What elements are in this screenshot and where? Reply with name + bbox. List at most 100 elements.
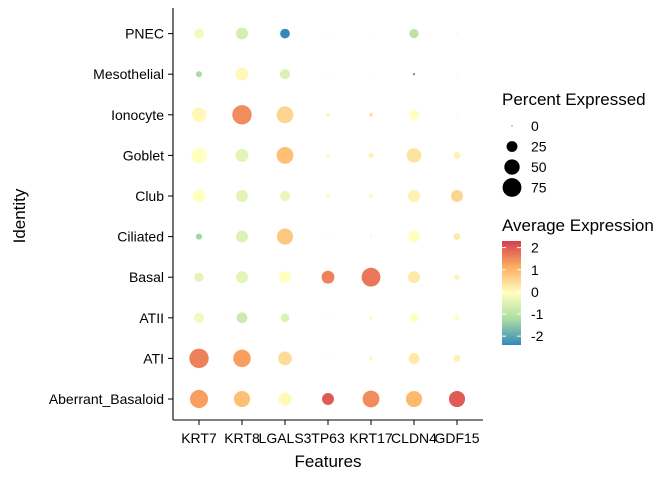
size-key-dot xyxy=(511,125,513,127)
dot-mesothelial-gdf15 xyxy=(456,73,458,75)
dot-atii-krt7 xyxy=(193,312,205,323)
dot-goblet-krt8 xyxy=(235,148,249,162)
dot-ciliated-tp63 xyxy=(327,236,329,238)
y-tick-label: ATII xyxy=(139,310,164,326)
dot-ciliated-cldn4 xyxy=(408,230,420,243)
dot-ionocyte-krt7 xyxy=(191,107,207,123)
dot-basal-cldn4 xyxy=(408,271,420,284)
dot-aberrant-basaloid-gdf15 xyxy=(448,390,466,408)
x-tick-label: LGALS3 xyxy=(259,430,312,446)
size-key-dot xyxy=(502,178,522,197)
dot-aberrant-basaloid-krt17 xyxy=(362,390,380,408)
dot-atii-krt8 xyxy=(236,312,248,324)
dot-pnec-lgals3 xyxy=(280,28,290,39)
dot-ati-cldn4 xyxy=(408,352,420,364)
dot-ati-gdf15 xyxy=(453,354,461,362)
dot-goblet-tp63 xyxy=(326,153,330,157)
dot-mesothelial-cldn4 xyxy=(412,73,416,76)
x-tick-label: GDF15 xyxy=(434,430,479,446)
dot-goblet-lgals3 xyxy=(276,146,294,164)
dot-ionocyte-tp63 xyxy=(326,113,330,117)
dot-aberrant-basaloid-krt8 xyxy=(233,390,251,408)
y-axis-ticks: Aberrant_Basaloid ATI ATII Basal Ciliated Clu… xyxy=(49,26,173,407)
dot-ciliated-gdf15 xyxy=(453,233,461,241)
y-tick-label: ATI xyxy=(143,350,164,366)
dot-basal-tp63 xyxy=(321,270,335,284)
dot-aberrant-basaloid-tp63 xyxy=(322,393,334,405)
size-key-dot xyxy=(506,141,518,152)
dot-ati-lgals3 xyxy=(278,351,292,366)
y-tick-label: Ciliated xyxy=(117,229,164,245)
dot-ionocyte-krt17 xyxy=(369,112,373,117)
dot-ionocyte-cldn4 xyxy=(408,109,420,120)
dot-mesothelial-krt8 xyxy=(235,67,249,81)
dot-club-tp63 xyxy=(326,194,330,198)
y-tick-label: Basal xyxy=(129,269,164,285)
dot-atii-tp63 xyxy=(326,316,330,319)
dot-ionocyte-gdf15 xyxy=(456,114,458,116)
dot-mesothelial-tp63 xyxy=(327,73,329,75)
dot-mesothelial-lgals3 xyxy=(279,69,291,80)
y-tick-label: PNEC xyxy=(125,26,164,42)
size-key-label: 75 xyxy=(531,180,547,196)
dot-atii-krt17 xyxy=(369,316,373,320)
dot-aberrant-basaloid-cldn4 xyxy=(405,390,423,408)
dot-basal-lgals3 xyxy=(279,271,291,284)
dot-club-krt7 xyxy=(192,189,206,203)
y-axis-title: Identity xyxy=(10,188,29,243)
x-axis-title: Features xyxy=(294,452,361,471)
y-tick-label: Goblet xyxy=(123,147,164,163)
y-tick-label: Aberrant_Basaloid xyxy=(49,391,164,407)
color-tick-label: 1 xyxy=(531,262,539,278)
x-tick-label: KRT17 xyxy=(349,430,393,446)
x-tick-label: KRT7 xyxy=(181,430,217,446)
dot-aberrant-basaloid-krt7 xyxy=(189,389,209,409)
dot-club-lgals3 xyxy=(279,190,291,202)
dot-goblet-krt17 xyxy=(368,152,374,159)
dot-club-gdf15 xyxy=(451,190,463,202)
dot-pnec-tp63 xyxy=(327,33,329,35)
dot-ati-krt7 xyxy=(189,348,209,369)
legend-average-expression: Average Expression 2 1 0 -1 -2 xyxy=(502,216,654,345)
dot-pnec-krt8 xyxy=(236,27,248,40)
color-tick-label: 2 xyxy=(531,240,539,256)
dot-ati-tp63 xyxy=(327,357,329,359)
color-tick-label: -1 xyxy=(531,306,544,322)
dot-pnec-krt7 xyxy=(194,28,204,39)
dot-club-cldn4 xyxy=(408,190,420,202)
dot-atii-lgals3 xyxy=(280,313,290,323)
color-tick-label: -2 xyxy=(531,328,544,344)
dot-ciliated-krt8 xyxy=(236,230,248,243)
dot-club-krt8 xyxy=(236,190,248,202)
dot-atii-gdf15 xyxy=(454,315,460,321)
dot-pnec-krt17 xyxy=(370,33,372,35)
plot-area xyxy=(189,27,466,409)
dot-ionocyte-lgals3 xyxy=(276,106,294,124)
size-key-label: 0 xyxy=(531,118,539,134)
size-key-label: 25 xyxy=(531,139,547,155)
dot-ati-krt17 xyxy=(369,356,373,361)
color-tick-label: 0 xyxy=(531,284,539,300)
y-tick-label: Ionocyte xyxy=(111,107,164,123)
dot-basal-krt8 xyxy=(236,271,248,284)
dot-aberrant-basaloid-lgals3 xyxy=(278,392,292,406)
dot-ciliated-krt7 xyxy=(195,233,203,240)
dot-ciliated-krt17 xyxy=(369,235,373,238)
dot-basal-krt7 xyxy=(194,272,204,282)
dot-mesothelial-krt17 xyxy=(370,73,372,75)
size-key-dot xyxy=(504,159,520,175)
x-tick-label: CLDN4 xyxy=(391,430,437,446)
dot-goblet-cldn4 xyxy=(406,148,422,163)
dot-goblet-krt7 xyxy=(191,147,207,164)
x-tick-label: KRT8 xyxy=(224,430,260,446)
dot-club-krt17 xyxy=(369,194,373,198)
x-tick-label: TP63 xyxy=(311,430,345,446)
dot-ciliated-lgals3 xyxy=(276,228,294,245)
size-key-label: 50 xyxy=(531,159,547,175)
legend-color-title: Average Expression xyxy=(502,216,654,235)
y-tick-label: Club xyxy=(135,188,164,204)
dot-atii-cldn4 xyxy=(409,313,419,323)
dot-basal-gdf15 xyxy=(454,274,460,280)
color-bar xyxy=(502,241,521,345)
dot-goblet-gdf15 xyxy=(453,151,461,159)
